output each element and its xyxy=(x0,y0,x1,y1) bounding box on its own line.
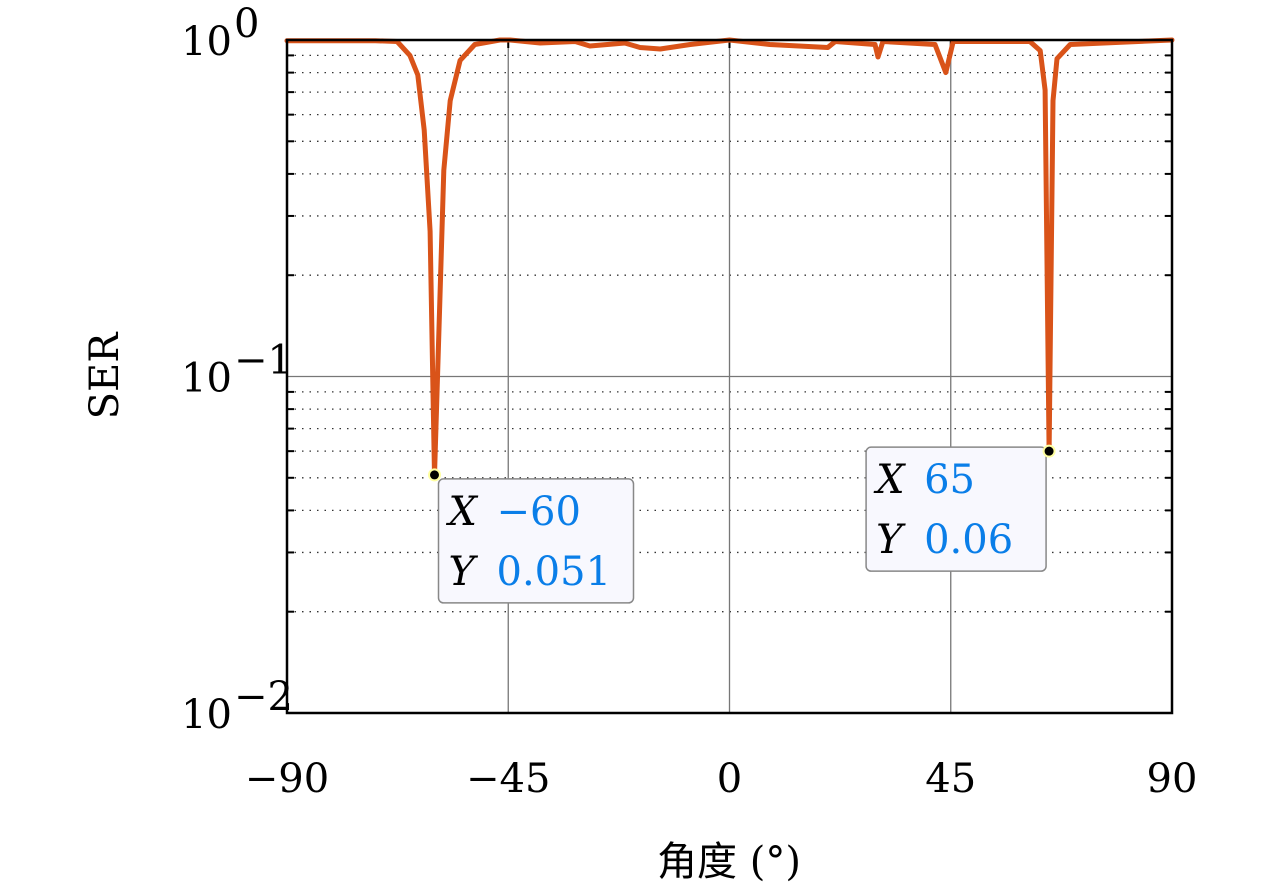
datatip-x-label: X xyxy=(446,489,479,535)
y-tick-label: 10 xyxy=(181,692,232,738)
x-tick-label: 90 xyxy=(1147,756,1198,802)
datatip-y-value: 0.06 xyxy=(924,517,1013,563)
x-tick-label: 0 xyxy=(717,756,742,802)
x-tick-label: −45 xyxy=(466,756,550,802)
plot-frame xyxy=(285,38,1174,715)
datatip-box xyxy=(437,478,635,604)
datatip: X 65 Y 0.06 xyxy=(865,444,1056,572)
datatip-box xyxy=(865,446,1047,572)
datatip-y-value: 0.051 xyxy=(497,549,612,595)
y-axis-label: SER xyxy=(82,331,128,420)
datatip-marker xyxy=(1042,444,1056,458)
x-tick-label: 45 xyxy=(925,756,976,802)
y-tick-exponent: −1 xyxy=(234,338,293,384)
y-tick-label: 10 xyxy=(181,19,232,65)
y-tick-label: 10 xyxy=(181,356,232,402)
y-tick-exponent: −2 xyxy=(234,674,293,720)
x-axis-label: 角度 (°) xyxy=(657,839,801,885)
x-tick-label: −90 xyxy=(245,756,329,802)
datatip: X −60 Y 0.051 xyxy=(428,468,635,604)
ser-curve xyxy=(284,37,1175,478)
datatip-x-value: −60 xyxy=(497,489,581,535)
grid-lines xyxy=(286,39,1173,714)
datatip-x-label: X xyxy=(873,457,906,503)
datatip-x-value: 65 xyxy=(924,457,975,503)
datatip-y-label: Y xyxy=(449,549,479,595)
series-layer xyxy=(284,37,1175,478)
datatips: X −60 Y 0.051 X 65 Y 0.06 xyxy=(428,444,1056,604)
datatip-y-label: Y xyxy=(876,517,906,563)
y-tick-exponent: 0 xyxy=(234,1,259,47)
datatip-marker xyxy=(428,468,441,482)
